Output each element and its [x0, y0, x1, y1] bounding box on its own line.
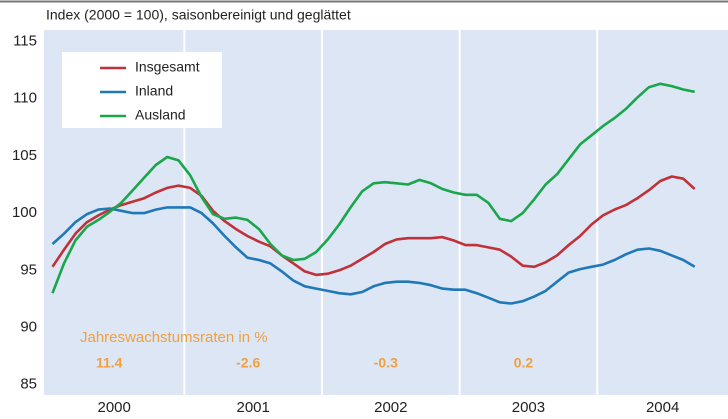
y-tick-label: 115	[13, 32, 37, 49]
legend-label: Insgesamt	[135, 59, 200, 75]
growth-rate: -2.6	[236, 355, 260, 371]
chart-subtitle: Index (2000 = 100), saisonbereinigt und …	[46, 7, 351, 23]
y-tick-label: 95	[20, 261, 37, 278]
y-tick-label: 90	[20, 318, 37, 335]
growth-rate: -0.3	[374, 355, 398, 371]
y-tick-label: 105	[12, 147, 37, 164]
x-tick-label: 2001	[237, 399, 270, 416]
legend-label: Inland	[135, 83, 173, 99]
series-line	[51, 206, 696, 305]
x-tick-label: 2003	[512, 399, 545, 416]
x-tick-label: 2002	[374, 399, 407, 416]
x-tick-label: 2000	[98, 399, 131, 416]
y-tick-label: 100	[12, 204, 37, 221]
annotation: Jahreswachstumsraten in %	[80, 329, 268, 346]
y-tick-label: 85	[20, 376, 37, 393]
series-line	[51, 175, 696, 277]
legend	[62, 52, 222, 128]
series-line	[51, 82, 695, 294]
y-tick-label: 110	[13, 90, 37, 107]
growth-rate: 0.2	[514, 355, 534, 371]
growth-rate: 11.4	[96, 355, 123, 371]
legend-label: Ausland	[135, 107, 186, 123]
x-tick-label: 2004	[646, 399, 679, 416]
